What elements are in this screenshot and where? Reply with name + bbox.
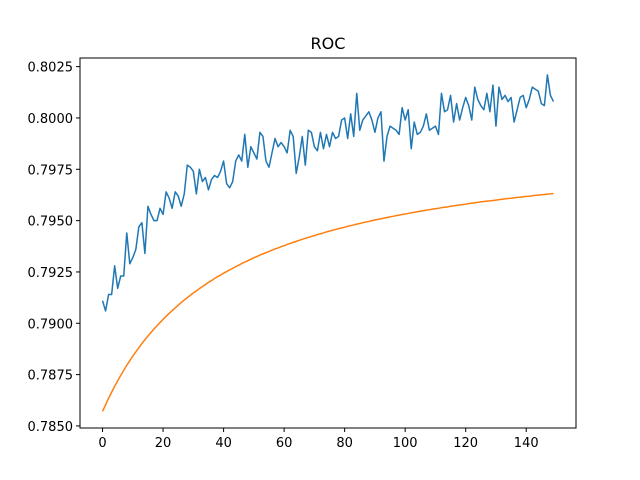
x-tick-label: 140	[514, 436, 539, 451]
data-line	[101, 192, 554, 412]
x-tick-label: 0	[98, 436, 106, 451]
y-tick-label: 0.8025	[28, 61, 74, 76]
y-tick-label: 0.7875	[28, 369, 74, 384]
y-tick-label: 0.7900	[28, 317, 74, 332]
x-tick-label: 120	[453, 436, 478, 451]
x-tick-label: 40	[215, 436, 232, 451]
plot-frame	[79, 57, 577, 429]
x-tick-label: 80	[336, 436, 353, 451]
y-tick-label: 0.7975	[28, 163, 74, 178]
chart-title: ROC	[311, 34, 346, 53]
y-tick-label: 0.8000	[28, 112, 74, 127]
x-tick-label: 20	[155, 436, 172, 451]
y-tick-label: 0.7950	[28, 215, 74, 230]
y-tick-label: 0.7925	[28, 266, 74, 281]
data-line	[101, 74, 555, 312]
y-tick-label: 0.7850	[28, 420, 74, 435]
x-tick-label: 60	[276, 436, 293, 451]
x-tick-label: 100	[393, 436, 418, 451]
